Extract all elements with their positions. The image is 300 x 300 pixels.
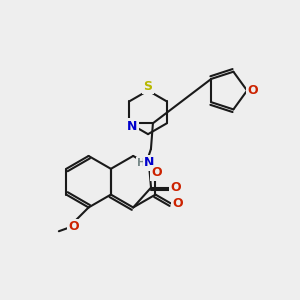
Text: O: O: [151, 166, 162, 179]
Text: O: O: [172, 197, 183, 210]
Text: O: O: [68, 220, 79, 233]
Text: O: O: [170, 181, 181, 194]
Text: N: N: [127, 120, 137, 133]
Text: S: S: [143, 80, 152, 93]
Text: O: O: [248, 84, 258, 97]
Text: H: H: [137, 158, 146, 168]
Text: N: N: [144, 156, 154, 170]
